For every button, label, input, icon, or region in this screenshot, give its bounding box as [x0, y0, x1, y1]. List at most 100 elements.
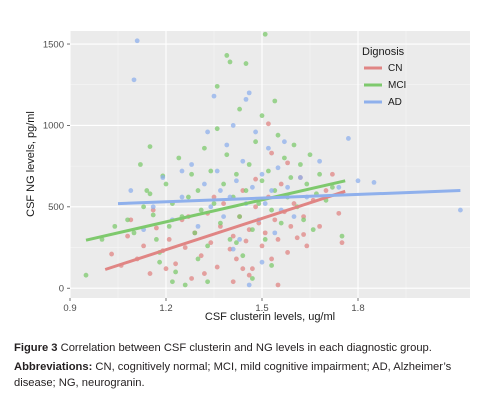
- data-point-mci: [288, 175, 294, 180]
- data-point-ad: [234, 178, 239, 184]
- abbreviations-label: Abbreviations:: [14, 361, 93, 373]
- data-point-ad: [230, 246, 236, 252]
- data-point-ad: [195, 223, 201, 229]
- data-point-ad: [317, 158, 322, 164]
- data-point-cn: [294, 235, 300, 241]
- data-point-mci: [250, 227, 255, 233]
- data-point-ad: [179, 168, 185, 174]
- data-point-cn: [246, 272, 252, 278]
- data-point-cn: [147, 271, 153, 276]
- data-point-cn: [278, 181, 284, 187]
- data-point-cn: [330, 171, 335, 177]
- data-point-ad: [275, 165, 281, 171]
- data-point-cn: [240, 266, 246, 272]
- data-point-cn: [336, 210, 342, 216]
- data-point-ad: [131, 77, 137, 83]
- data-point-mci: [227, 236, 233, 242]
- data-point-cn: [253, 176, 258, 182]
- data-point-mci: [224, 53, 230, 58]
- data-point-mci: [262, 236, 268, 242]
- data-point-ad: [298, 175, 303, 180]
- data-point-cn: [269, 150, 274, 156]
- data-point-cn: [211, 194, 217, 200]
- data-point-mci: [208, 168, 214, 174]
- data-point-mci: [237, 214, 243, 219]
- data-point-mci: [234, 171, 239, 177]
- data-point-mci: [339, 233, 345, 239]
- data-point-mci: [150, 212, 156, 218]
- data-point-mci: [269, 207, 274, 213]
- abbreviations-text: CN, cognitively normal; MCI, mild cognit…: [14, 361, 452, 389]
- data-point-mci: [144, 188, 150, 193]
- data-point-cn: [259, 243, 265, 249]
- data-point-mci: [138, 162, 143, 167]
- data-point-mci: [154, 236, 159, 242]
- data-point-cn: [285, 250, 290, 255]
- y-tick-label: 1500: [43, 39, 64, 50]
- data-point-mci: [205, 243, 211, 249]
- data-point-cn: [182, 245, 188, 250]
- data-point-cn: [208, 240, 214, 246]
- data-point-mci: [205, 279, 211, 285]
- data-point-ad: [250, 184, 255, 190]
- data-point-cn: [214, 264, 220, 270]
- data-point-cn: [275, 282, 281, 288]
- data-point-ad: [218, 188, 223, 193]
- plot-background: [70, 31, 470, 298]
- scatter-chart: 0.9 1.2 1.5 1.8 0 500 1000 1500 CSF clusterin …: [25, 31, 470, 323]
- data-point-cn: [230, 233, 236, 239]
- data-point-mci: [125, 217, 130, 223]
- data-point-cn: [243, 238, 249, 244]
- data-point-mci: [330, 184, 335, 190]
- y-axis-ticks: 0 500 1000 1500: [43, 39, 70, 295]
- data-point-mci: [214, 83, 220, 89]
- data-point-mci: [269, 263, 274, 268]
- x-tick-label: 1.5: [255, 303, 268, 314]
- data-point-mci: [282, 155, 287, 161]
- trend-lines: [85, 179, 461, 271]
- data-point-mci: [298, 162, 303, 167]
- data-point-mci: [83, 272, 89, 278]
- grid-lines: [69, 31, 470, 298]
- data-point-cn: [266, 121, 271, 127]
- data-point-mci: [173, 269, 179, 275]
- data-point-mci: [266, 168, 271, 174]
- y-tick-label: 500: [48, 202, 64, 213]
- data-point-mci: [307, 152, 313, 158]
- data-point-mci: [186, 194, 191, 200]
- data-point-mci: [246, 162, 252, 167]
- data-point-cn: [269, 256, 274, 262]
- x-axis-title: CSF clusterin levels, ug/ml: [205, 311, 335, 323]
- figure-text: Correlation between CSF clusterin and NG…: [57, 342, 432, 354]
- data-point-ad: [128, 188, 134, 193]
- data-point-ad: [266, 145, 271, 151]
- data-point-mci: [198, 207, 204, 213]
- data-point-mci: [243, 188, 249, 193]
- y-axis-title: CSF NG levels, pg/ml: [25, 111, 37, 217]
- data-point-cn: [262, 230, 268, 236]
- data-point-cn: [301, 232, 306, 237]
- data-point-ad: [259, 171, 265, 177]
- data-point-mci: [227, 59, 233, 65]
- data-point-mci: [147, 144, 153, 149]
- data-point-ad: [202, 181, 207, 187]
- x-tick-label: 1.2: [159, 303, 172, 314]
- data-point-mci: [262, 31, 268, 37]
- data-point-ad: [237, 236, 243, 242]
- data-point-ad: [346, 136, 351, 141]
- data-point-mci: [182, 282, 188, 288]
- data-point-ad: [150, 204, 156, 210]
- data-point-mci: [250, 276, 255, 281]
- data-point-ad: [243, 96, 249, 102]
- data-point-cn: [291, 201, 297, 206]
- data-point-mci: [195, 188, 201, 193]
- data-point-cn: [323, 188, 329, 193]
- data-point-mci: [131, 230, 137, 236]
- trend-line-mci: [85, 179, 346, 242]
- data-point-mci: [147, 191, 153, 197]
- data-point-ad: [253, 129, 258, 135]
- x-axis-ticks: 0.9 1.2 1.5 1.8: [63, 298, 365, 314]
- data-point-cn: [125, 233, 130, 239]
- data-point-ad: [189, 162, 195, 167]
- data-point-ad: [160, 175, 166, 180]
